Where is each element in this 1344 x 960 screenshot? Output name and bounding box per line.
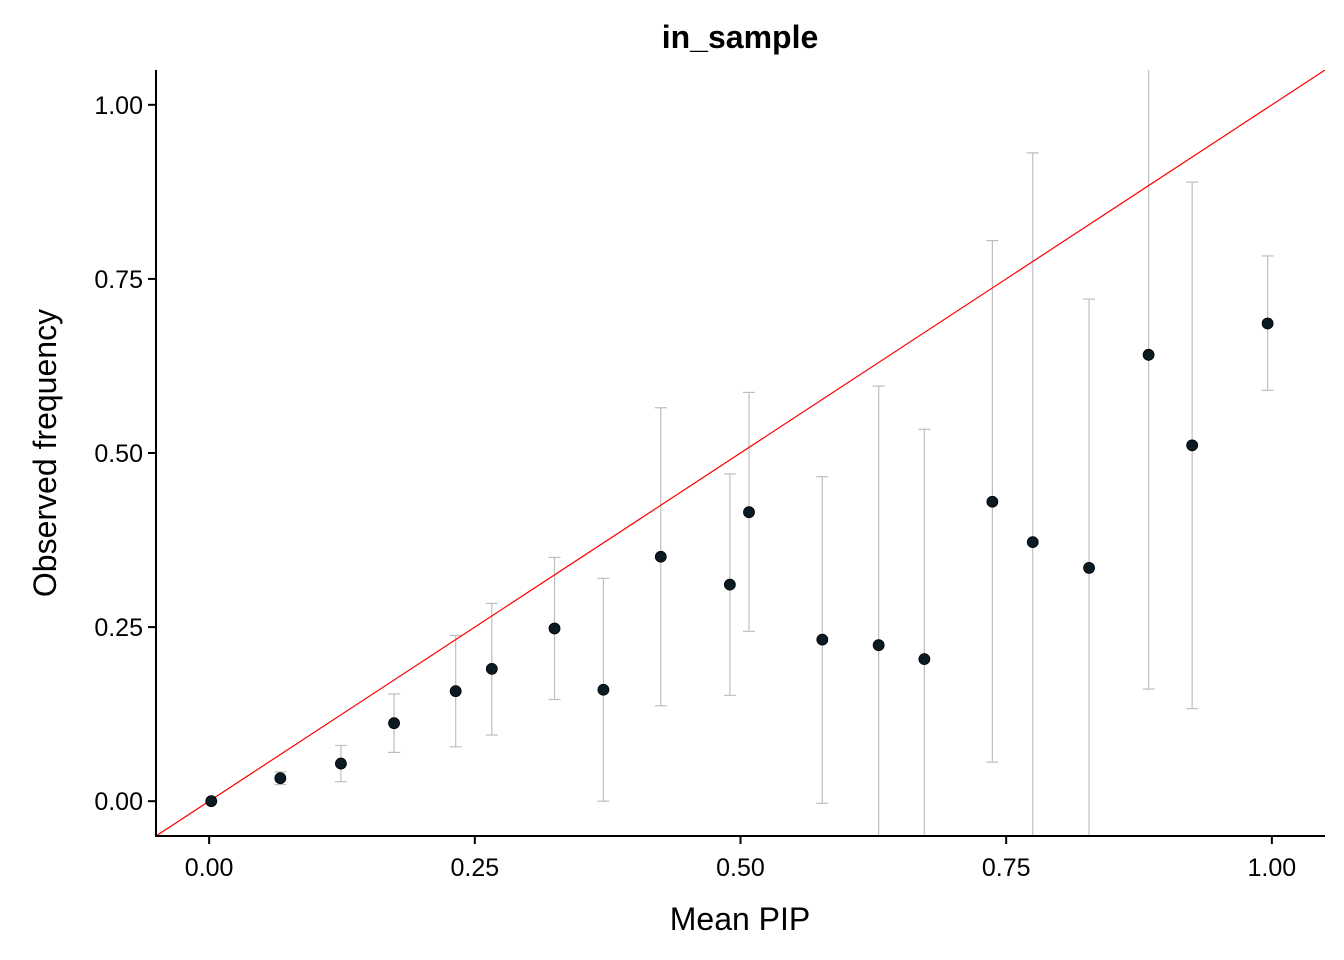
x-tick-label: 0.75 (982, 854, 1031, 882)
y-axis: 0.00 0.25 0.50 0.75 1.00 (94, 92, 156, 816)
x-tick-label: 0.00 (185, 854, 234, 882)
reference-line (156, 70, 1325, 836)
data-point (1261, 317, 1274, 330)
data-point (986, 495, 999, 508)
data-point (449, 685, 462, 698)
y-axis-title: Observed frequency (27, 309, 63, 597)
chart-title: in_sample (662, 19, 819, 55)
x-axis: 0.00 0.25 0.50 0.75 1.00 (185, 836, 1296, 882)
y-tick-label: 0.00 (94, 788, 143, 816)
plot-area (156, 70, 1325, 836)
data-point (1186, 439, 1199, 452)
reference-line-group (156, 70, 1325, 836)
data-point (1083, 562, 1095, 574)
data-point (548, 622, 561, 635)
data-point (918, 653, 931, 666)
error-bars (205, 70, 1274, 836)
data-point (274, 772, 287, 785)
data-point (205, 795, 218, 808)
data-point (335, 757, 347, 770)
x-axis-title: Mean PIP (670, 901, 811, 937)
y-tick-label: 1.00 (94, 92, 143, 120)
data-point (388, 717, 400, 730)
x-tick-label: 0.25 (450, 854, 499, 882)
data-point (654, 550, 667, 563)
error-bar (918, 428, 931, 836)
y-tick-label: 0.50 (94, 440, 143, 468)
error-bar (1026, 152, 1039, 836)
data-points (205, 317, 1274, 808)
data-point (743, 506, 755, 519)
data-point (485, 662, 498, 675)
data-point (872, 639, 885, 652)
data-point (1142, 348, 1155, 361)
error-bar (1083, 298, 1096, 836)
data-point (816, 633, 829, 646)
x-tick-label: 1.00 (1248, 854, 1297, 882)
data-point (723, 578, 736, 591)
data-point (597, 683, 610, 696)
data-point (1026, 536, 1039, 549)
y-tick-label: 0.25 (94, 614, 143, 642)
x-tick-label: 0.50 (716, 854, 765, 882)
y-tick-label: 0.75 (94, 266, 143, 294)
